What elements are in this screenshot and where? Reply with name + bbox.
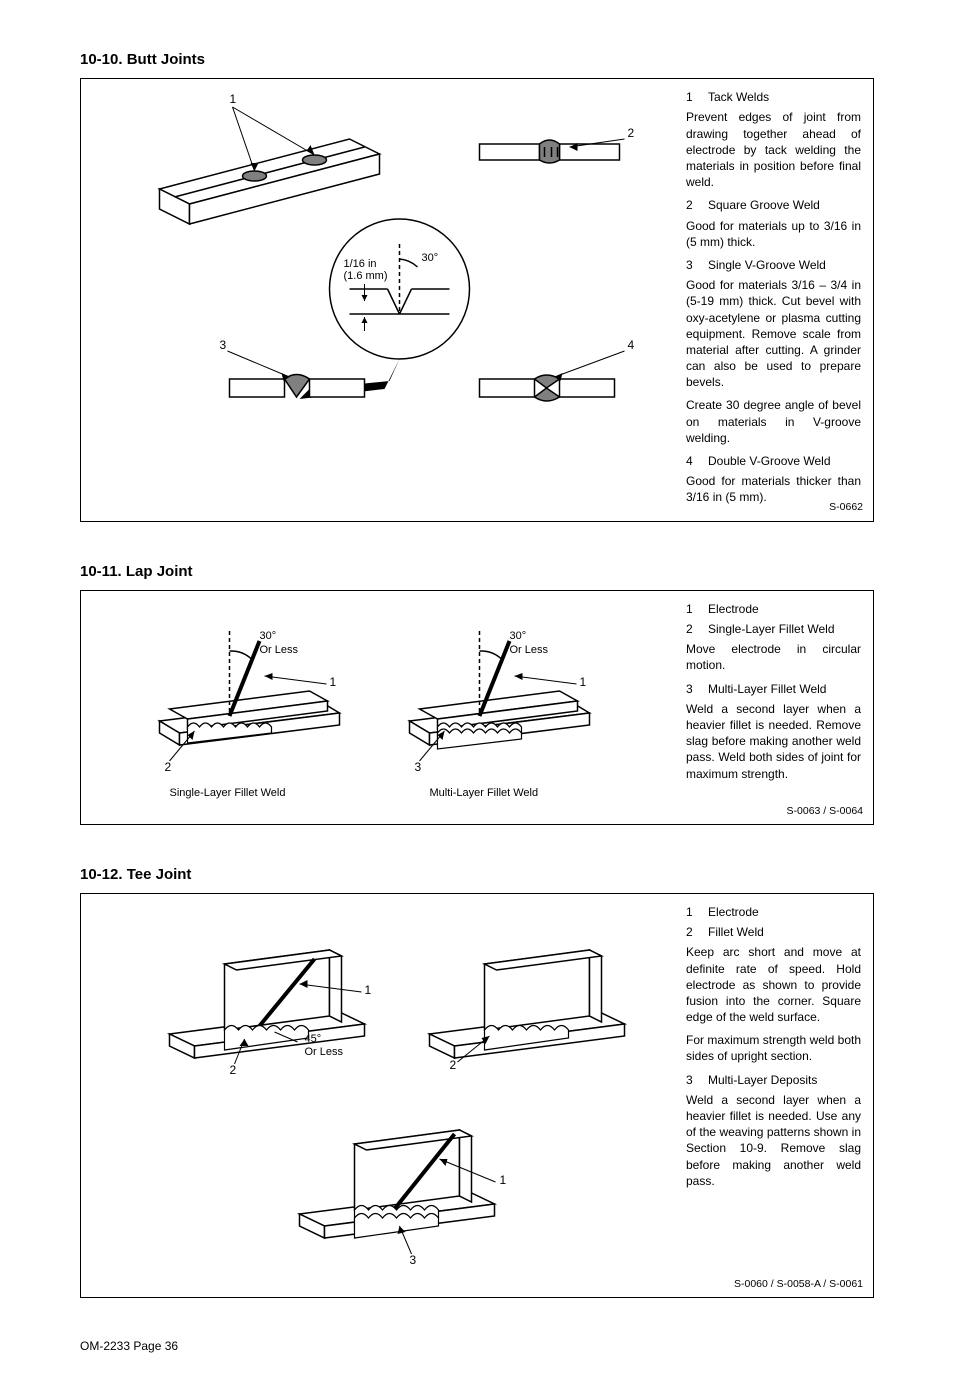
- section-title: 10-12. Tee Joint: [80, 865, 874, 885]
- svg-text:1: 1: [500, 1173, 507, 1187]
- legend-item: 2Single-Layer Fillet Weld: [686, 621, 861, 637]
- page-footer: OM-2233 Page 36: [80, 1338, 874, 1354]
- legend-text: 1Electrode 2Single-Layer Fillet Weld Mov…: [678, 591, 873, 824]
- svg-text:45°: 45°: [305, 1033, 322, 1045]
- svg-text:1: 1: [580, 675, 587, 689]
- svg-text:3: 3: [415, 760, 422, 774]
- callout-3: 3: [220, 338, 227, 352]
- svg-text:30°: 30°: [510, 630, 527, 642]
- svg-text:Or Less: Or Less: [305, 1046, 344, 1058]
- svg-text:Or Less: Or Less: [260, 644, 299, 656]
- svg-text:2: 2: [230, 1063, 237, 1077]
- svg-text:Or Less: Or Less: [510, 644, 549, 656]
- svg-text:1: 1: [330, 675, 337, 689]
- panel: 30° Or Less 1 2 Single-Layer Fillet Weld: [80, 590, 874, 825]
- para: For maximum strength weld both sides of …: [686, 1032, 861, 1064]
- section-title: 10-11. Lap Joint: [80, 562, 874, 582]
- tee-joint-diagram: 1 45° Or Less 2: [93, 904, 666, 1284]
- diagram-area: 1 2: [81, 79, 678, 520]
- para: Good for materials 3/16 – 3/4 in (5-19 m…: [686, 277, 861, 390]
- legend-text: 1Electrode 2Fillet Weld Keep arc short a…: [678, 894, 873, 1297]
- angle-label: 30°: [422, 252, 439, 264]
- ref-code: S-0662: [829, 500, 863, 514]
- legend-item: 2Square Groove Weld: [686, 197, 861, 213]
- svg-text:1: 1: [365, 983, 372, 997]
- para: Good for materials up to 3/16 in (5 mm) …: [686, 218, 861, 250]
- lap-joint-diagram: 30° Or Less 1 2 Single-Layer Fillet Weld: [93, 601, 666, 811]
- legend-item: 1Electrode: [686, 601, 861, 617]
- svg-text:3: 3: [410, 1253, 417, 1267]
- gap-label: 1/16 in: [344, 258, 377, 270]
- callout-4: 4: [628, 338, 635, 352]
- svg-text:30°: 30°: [260, 630, 277, 642]
- svg-text:Multi-Layer Fillet Weld: Multi-Layer Fillet Weld: [430, 787, 539, 799]
- section-lap-joint: 10-11. Lap Joint: [80, 562, 874, 825]
- legend-item: 4Double V-Groove Weld: [686, 453, 861, 469]
- callout-2: 2: [628, 126, 635, 140]
- para: Prevent edges of joint from drawing toge…: [686, 109, 861, 190]
- legend-item: 1Tack Welds: [686, 89, 861, 105]
- legend-item: 3Multi-Layer Deposits: [686, 1072, 861, 1088]
- para: Weld a second layer when a heavier fille…: [686, 1092, 861, 1189]
- section-butt-joints: 10-10. Butt Joints 1: [80, 50, 874, 522]
- legend-item: 2Fillet Weld: [686, 924, 861, 940]
- svg-text:2: 2: [450, 1058, 457, 1072]
- panel: 1 2: [80, 78, 874, 521]
- ref-code: S-0060 / S-0058-A / S-0061: [734, 1277, 863, 1291]
- butt-joints-diagram: 1 2: [93, 89, 666, 449]
- legend-text: 1Tack Welds Prevent edges of joint from …: [678, 79, 873, 520]
- legend-item: 1Electrode: [686, 904, 861, 920]
- gap-label2: (1.6 mm): [344, 270, 388, 282]
- para: Weld a second layer when a heavier fille…: [686, 701, 861, 782]
- ref-code: S-0063 / S-0064: [787, 804, 863, 818]
- section-tee-joint: 10-12. Tee Joint: [80, 865, 874, 1298]
- legend-item: 3Multi-Layer Fillet Weld: [686, 681, 861, 697]
- para: Move electrode in circular motion.: [686, 641, 861, 673]
- diagram-area: 1 45° Or Less 2: [81, 894, 678, 1297]
- para: Keep arc short and move at definite rate…: [686, 944, 861, 1025]
- panel: 1 45° Or Less 2: [80, 893, 874, 1298]
- legend-item: 3Single V-Groove Weld: [686, 257, 861, 273]
- callout-1: 1: [230, 92, 237, 106]
- svg-text:Single-Layer Fillet Weld: Single-Layer Fillet Weld: [170, 787, 286, 799]
- para: Create 30 degree angle of bevel on mater…: [686, 397, 861, 446]
- section-title: 10-10. Butt Joints: [80, 50, 874, 70]
- svg-text:2: 2: [165, 760, 172, 774]
- diagram-area: 30° Or Less 1 2 Single-Layer Fillet Weld: [81, 591, 678, 824]
